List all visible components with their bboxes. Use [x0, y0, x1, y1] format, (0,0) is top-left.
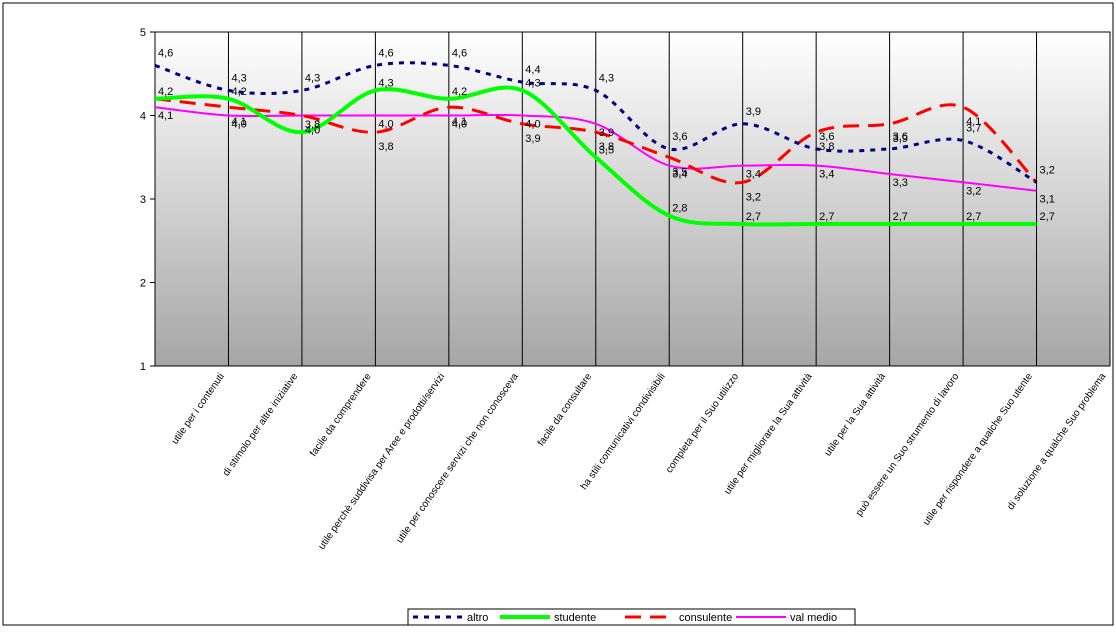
- data-label: 4,3: [305, 72, 320, 84]
- data-label: 3,1: [1040, 194, 1055, 206]
- data-label: 3,9: [599, 127, 614, 139]
- data-label: 3,6: [893, 131, 908, 143]
- y-tick-label: 2: [140, 278, 146, 290]
- vertical-gridlines: [227, 32, 1038, 366]
- data-label: 4,3: [231, 72, 246, 84]
- data-label: 2,7: [819, 211, 834, 223]
- data-label: 2,7: [966, 211, 981, 223]
- data-label: 3,6: [672, 131, 687, 143]
- data-label: 3,4: [746, 169, 761, 181]
- series-lines: [154, 61, 1038, 227]
- data-label: 4,6: [378, 47, 393, 59]
- legend: altro studente consulente val medio: [407, 608, 856, 626]
- legend-label: studente: [554, 612, 596, 624]
- data-label: 4,2: [231, 86, 246, 98]
- data-label: 4,6: [452, 47, 467, 59]
- data-label: 3,2: [966, 185, 981, 197]
- data-label: 4,0: [525, 119, 540, 131]
- data-label: 4,0: [378, 119, 393, 131]
- y-tick-label: 3: [140, 194, 146, 206]
- data-label: 3,9: [746, 106, 761, 118]
- data-label: 3,2: [746, 191, 761, 203]
- series-line-altro: [154, 61, 1038, 184]
- y-axis: 1 2 3 4 5: [140, 27, 155, 373]
- data-label: 3,6: [819, 131, 834, 143]
- data-label: 2,7: [746, 211, 761, 223]
- data-label: 3,8: [599, 141, 614, 153]
- data-label: 4,3: [378, 77, 393, 89]
- data-label: 3,3: [893, 177, 908, 189]
- data-label: 3,8: [819, 141, 834, 153]
- data-label: 4,2: [158, 86, 173, 98]
- series-line-consulente: [154, 97, 1038, 185]
- y-tick-label: 1: [140, 361, 146, 373]
- series-line-studente: [154, 85, 1037, 227]
- legend-label: consulente: [679, 612, 732, 624]
- y-tick-label: 4: [140, 111, 146, 123]
- data-label: 2,7: [893, 211, 908, 223]
- data-label: 4,0: [231, 119, 246, 131]
- data-label: 4,3: [599, 72, 614, 84]
- data-label: 4,1: [231, 116, 246, 128]
- data-label: 4,6: [158, 47, 173, 59]
- data-labels: 4,64,3 4,34,6 4,64,44,33,63,93,6 3,63,73,24…: [158, 47, 1055, 223]
- data-label: 3,2: [1040, 164, 1055, 176]
- data-label: 3,4: [672, 169, 687, 181]
- legend-label: val medio: [790, 612, 837, 624]
- y-tick-label: 5: [140, 27, 146, 39]
- data-label: 4,1: [452, 116, 467, 128]
- data-label: 3,5: [672, 166, 687, 178]
- legend-label: altro: [467, 612, 488, 624]
- data-label: 3,5: [599, 144, 614, 156]
- data-label: 4,4: [525, 64, 540, 76]
- data-label: 4,3: [525, 77, 540, 89]
- data-label: 4,1: [966, 116, 981, 128]
- data-label: 4,0: [452, 119, 467, 131]
- data-label: 4,2: [452, 86, 467, 98]
- data-label: 3,8: [378, 141, 393, 153]
- series-line-val-medio: [154, 106, 1037, 192]
- plot-area: [154, 31, 1111, 367]
- data-label: 3,4: [819, 169, 834, 181]
- data-label: 2,7: [1040, 211, 1055, 223]
- data-label: 4,1: [158, 110, 173, 122]
- data-label: 3,8: [305, 119, 320, 131]
- data-label: 3,7: [966, 123, 981, 135]
- data-label: 4,0: [305, 125, 320, 137]
- data-label: 2,8: [672, 203, 687, 215]
- data-label: 3,9: [893, 133, 908, 145]
- data-label: 3,9: [525, 133, 540, 145]
